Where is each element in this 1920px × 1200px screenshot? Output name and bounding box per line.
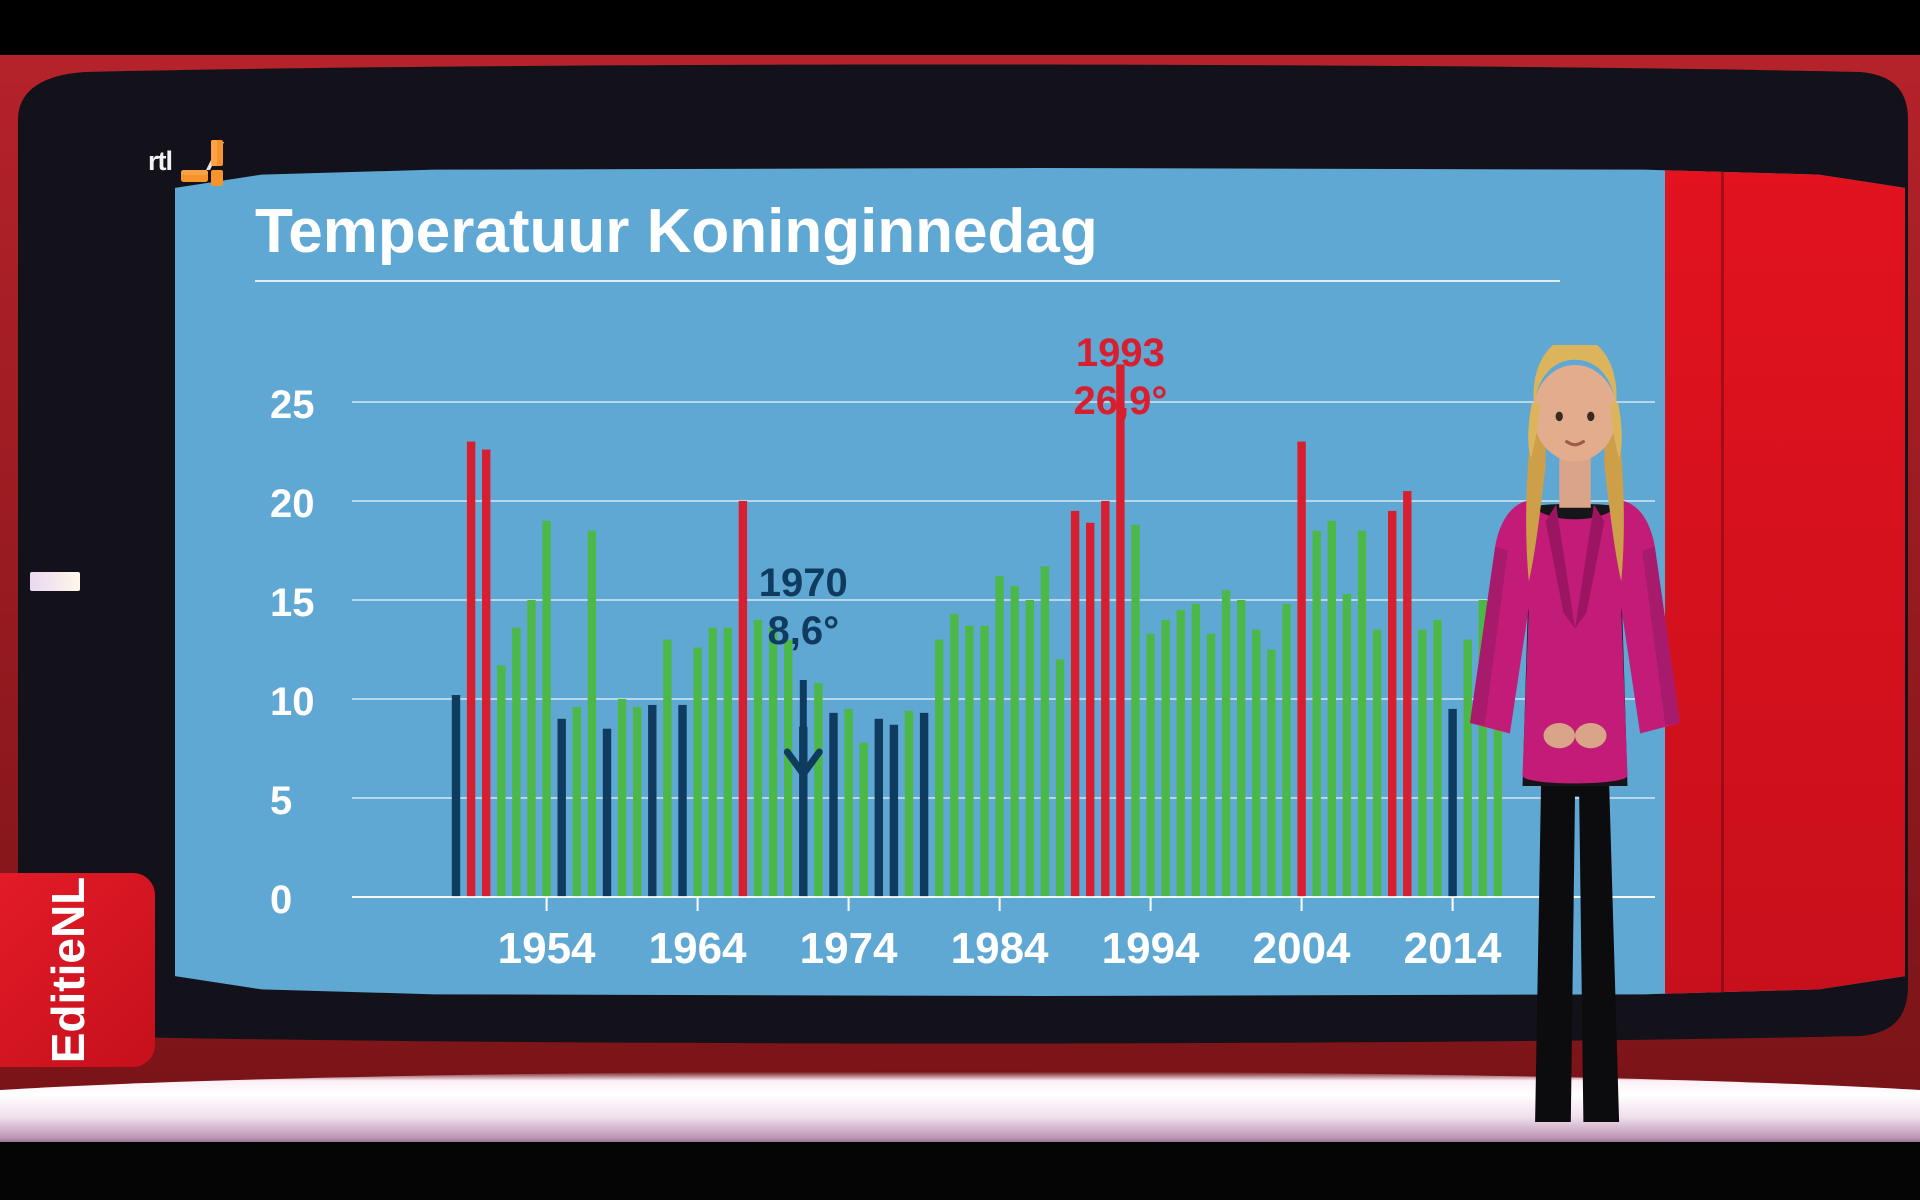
svg-text:20: 20 <box>270 482 315 526</box>
svg-text:0: 0 <box>270 878 292 922</box>
svg-text:8,6°: 8,6° <box>767 609 839 653</box>
svg-text:2004: 2004 <box>1253 924 1351 973</box>
svg-text:10: 10 <box>270 680 315 724</box>
svg-text:1970: 1970 <box>759 561 848 605</box>
svg-text:1964: 1964 <box>649 924 747 973</box>
svg-text:5: 5 <box>270 779 292 823</box>
svg-text:1993: 1993 <box>1076 331 1165 375</box>
svg-text:1974: 1974 <box>800 924 898 973</box>
svg-text:15: 15 <box>270 581 315 625</box>
svg-text:1954: 1954 <box>498 924 596 973</box>
svg-text:1994: 1994 <box>1102 924 1200 973</box>
svg-text:1984: 1984 <box>951 924 1049 973</box>
svg-text:rtl: rtl <box>148 146 172 176</box>
svg-text:26,9°: 26,9° <box>1073 379 1167 423</box>
svg-text:25: 25 <box>270 383 315 427</box>
